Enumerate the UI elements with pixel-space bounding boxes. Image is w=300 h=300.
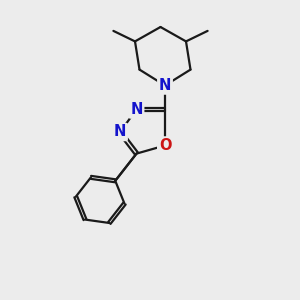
- Text: N: N: [159, 78, 171, 93]
- Text: N: N: [114, 124, 126, 140]
- Text: N: N: [130, 102, 143, 117]
- Text: O: O: [159, 138, 171, 153]
